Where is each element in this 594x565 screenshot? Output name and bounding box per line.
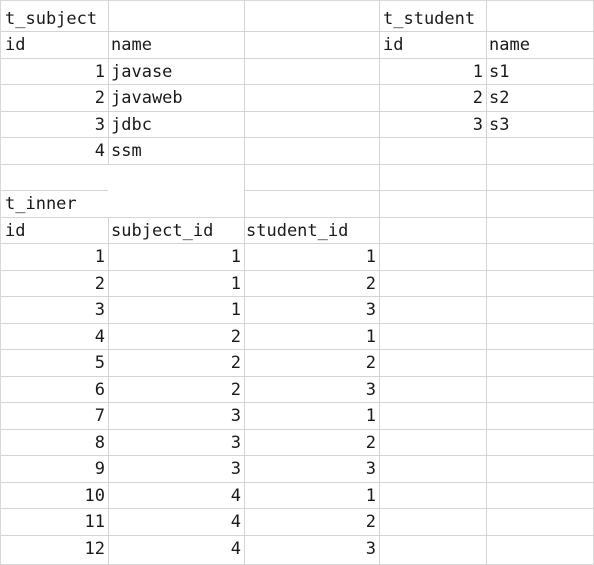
t-student-title[interactable]: t_student — [383, 9, 476, 29]
t-subject-row3-id[interactable]: 3 — [94, 115, 105, 135]
t-inner-row10-subject-id[interactable]: 4 — [230, 486, 241, 506]
t-inner-row4-subject-id[interactable]: 2 — [230, 327, 241, 347]
t-inner-row12-id[interactable]: 12 — [84, 539, 105, 559]
t-inner-row6-student-id[interactable]: 3 — [365, 380, 376, 400]
t-student-header-id[interactable]: id — [383, 35, 404, 55]
t-inner-row7-subject-id[interactable]: 3 — [230, 406, 241, 426]
t-inner-row9-id[interactable]: 9 — [94, 459, 105, 479]
t-inner-row11-student-id[interactable]: 2 — [365, 512, 376, 532]
t-inner-row7-id[interactable]: 7 — [94, 406, 105, 426]
grid-horizontal-line — [1, 455, 594, 456]
t-inner-row2-subject-id[interactable]: 1 — [230, 274, 241, 294]
t-inner-header-id[interactable]: id — [5, 221, 26, 241]
t-inner-row3-student-id[interactable]: 3 — [365, 300, 376, 320]
t-subject-row4-name[interactable]: ssm — [111, 141, 142, 161]
grid-horizontal-line — [1, 323, 594, 324]
grid-horizontal-line — [1, 111, 594, 112]
t-inner-row8-subject-id[interactable]: 3 — [230, 433, 241, 453]
t-inner-row5-student-id[interactable]: 2 — [365, 353, 376, 373]
t-inner-header-subject-id[interactable]: subject_id — [111, 221, 214, 241]
t-subject-row1-name[interactable]: javase — [111, 62, 173, 82]
t-inner-row12-student-id[interactable]: 3 — [365, 539, 376, 559]
t-subject-row4-id[interactable]: 4 — [94, 141, 105, 161]
t-student-row1-name[interactable]: s1 — [489, 62, 510, 82]
t-inner-row4-id[interactable]: 4 — [94, 327, 105, 347]
t-subject-row3-name[interactable]: jdbc — [111, 115, 152, 135]
t-inner-row5-subject-id[interactable]: 2 — [230, 353, 241, 373]
grid-horizontal-line — [1, 243, 594, 244]
t-subject-header-id[interactable]: id — [5, 35, 26, 55]
grid-vertical-line — [108, 1, 109, 564]
t-inner-row3-id[interactable]: 3 — [94, 300, 105, 320]
grid-vertical-line — [379, 1, 380, 564]
grid-horizontal-line — [1, 58, 594, 59]
grid-vertical-line — [486, 1, 487, 564]
grid-horizontal-line — [1, 429, 594, 430]
t-subject-row2-name[interactable]: javaweb — [111, 88, 183, 108]
t-student-row1-id[interactable]: 1 — [472, 62, 483, 82]
t-inner-row11-subject-id[interactable]: 4 — [230, 512, 241, 532]
t-inner-row3-subject-id[interactable]: 1 — [230, 300, 241, 320]
t-inner-row8-student-id[interactable]: 2 — [365, 433, 376, 453]
t-inner-row9-student-id[interactable]: 3 — [365, 459, 376, 479]
grid-horizontal-line — [1, 482, 594, 483]
t-inner-row11-id[interactable]: 11 — [84, 512, 105, 532]
t-inner-row1-subject-id[interactable]: 1 — [230, 247, 241, 267]
t-student-header-name[interactable]: name — [489, 35, 530, 55]
cell-merge-mask — [108, 165, 244, 191]
grid-horizontal-line — [1, 164, 594, 165]
t-inner-row1-student-id[interactable]: 1 — [365, 247, 376, 267]
t-student-row2-name[interactable]: s2 — [489, 88, 510, 108]
grid-horizontal-line — [1, 31, 594, 32]
grid-horizontal-line — [1, 508, 594, 509]
t-student-row3-id[interactable]: 3 — [472, 115, 483, 135]
t-inner-header-student-id[interactable]: student_id — [246, 221, 349, 241]
t-subject-header-name[interactable]: name — [111, 35, 152, 55]
t-inner-row8-id[interactable]: 8 — [94, 433, 105, 453]
cell-merge-mask — [108, 191, 244, 217]
grid-horizontal-line — [1, 270, 594, 271]
t-student-row2-id[interactable]: 2 — [472, 88, 483, 108]
grid-horizontal-line — [1, 137, 594, 138]
t-inner-row10-id[interactable]: 10 — [84, 486, 105, 506]
t-inner-row6-id[interactable]: 6 — [94, 380, 105, 400]
t-inner-row7-student-id[interactable]: 1 — [365, 406, 376, 426]
t-inner-row1-id[interactable]: 1 — [94, 247, 105, 267]
grid-horizontal-line — [1, 296, 594, 297]
t-inner-row4-student-id[interactable]: 1 — [365, 327, 376, 347]
t-subject-title[interactable]: t_subject — [5, 9, 98, 29]
t-inner-row2-student-id[interactable]: 2 — [365, 274, 376, 294]
t-inner-row6-subject-id[interactable]: 2 — [230, 380, 241, 400]
t-subject-row1-id[interactable]: 1 — [94, 62, 105, 82]
grid-horizontal-line — [1, 376, 594, 377]
grid-horizontal-line — [1, 402, 594, 403]
grid-horizontal-line — [1, 217, 594, 218]
t-inner-row12-subject-id[interactable]: 4 — [230, 539, 241, 559]
grid-horizontal-line — [1, 349, 594, 350]
grid-vertical-line — [244, 1, 245, 564]
t-inner-row10-student-id[interactable]: 1 — [365, 486, 376, 506]
grid-horizontal-line — [1, 84, 594, 85]
t-inner-row5-id[interactable]: 5 — [94, 353, 105, 373]
t-inner-row9-subject-id[interactable]: 3 — [230, 459, 241, 479]
t-inner-row2-id[interactable]: 2 — [94, 274, 105, 294]
t-student-row3-name[interactable]: s3 — [489, 115, 510, 135]
t-subject-row2-id[interactable]: 2 — [94, 88, 105, 108]
t-inner-title[interactable]: t_inner — [5, 194, 77, 214]
grid-horizontal-line — [1, 535, 594, 536]
grid-horizontal-line — [1, 190, 594, 191]
